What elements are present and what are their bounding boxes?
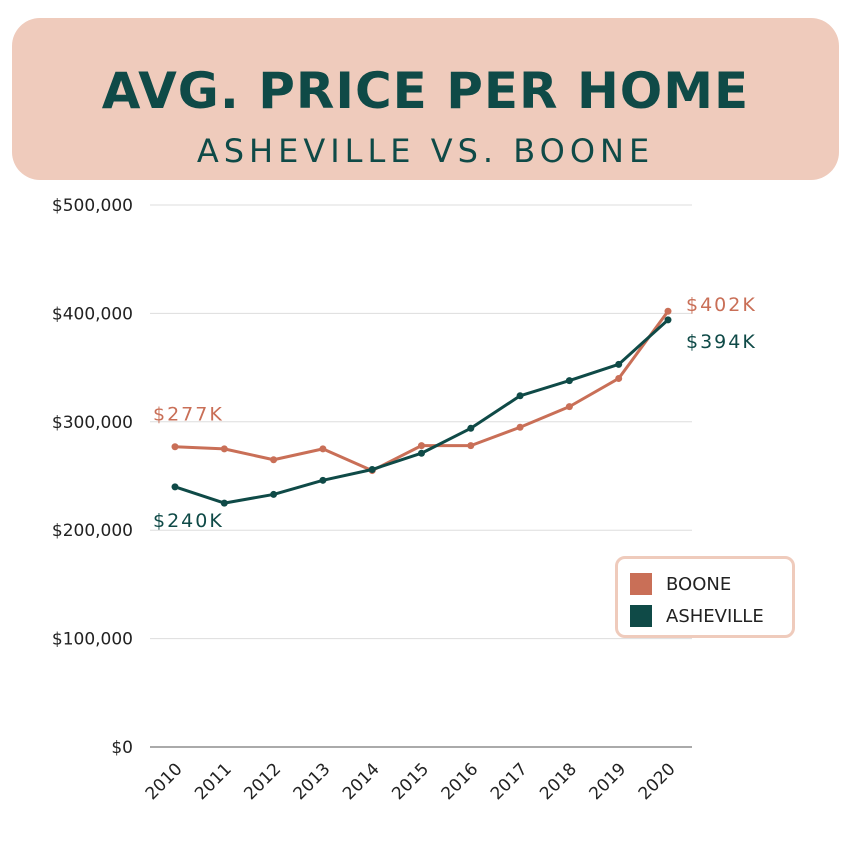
legend-label-asheville: ASHEVILLE xyxy=(666,605,764,627)
data-point-asheville xyxy=(615,360,623,368)
header-banner: AVG. PRICE PER HOME ASHEVILLE VS. BOONE xyxy=(12,18,839,180)
data-point-boone xyxy=(220,445,228,453)
series-line-asheville xyxy=(174,318,670,505)
x-tick-label: 2016 xyxy=(438,759,483,804)
data-point-asheville xyxy=(565,377,573,385)
y-tick-label: $400,000 xyxy=(52,304,133,324)
legend-swatch-asheville xyxy=(630,605,652,627)
data-point-boone xyxy=(319,445,327,453)
legend-label-boone: BOONE xyxy=(666,573,732,595)
y-tick-label: $200,000 xyxy=(52,521,133,541)
data-point-boone xyxy=(565,403,573,411)
y-tick-label: $100,000 xyxy=(52,630,133,650)
data-point-asheville xyxy=(319,476,327,484)
data-point-boone xyxy=(418,442,425,450)
x-tick-label: 2020 xyxy=(635,759,680,804)
data-point-asheville xyxy=(171,483,179,491)
data-point-boone xyxy=(467,442,475,450)
y-tick-label: $300,000 xyxy=(52,413,133,433)
y-tick-label: $500,000 xyxy=(52,196,133,216)
x-tick-label: 2013 xyxy=(290,759,335,804)
data-point-boone xyxy=(516,423,524,431)
legend: BOONE ASHEVILLE xyxy=(615,556,795,638)
data-point-boone xyxy=(664,307,672,315)
x-tick-label: 2015 xyxy=(388,759,433,804)
data-point-asheville xyxy=(270,490,278,498)
x-tick-label: 2019 xyxy=(586,759,631,804)
x-tick-label: 2018 xyxy=(536,759,581,804)
x-tick-label: 2014 xyxy=(339,759,384,804)
data-point-boone xyxy=(171,443,179,451)
data-point-asheville xyxy=(467,424,475,432)
data-label-boone: $402K xyxy=(686,294,757,316)
data-label-asheville: $240K xyxy=(153,510,224,532)
chart-subtitle: ASHEVILLE VS. BOONE xyxy=(196,132,655,170)
chart-title: AVG. PRICE PER HOME xyxy=(101,62,750,120)
data-point-boone xyxy=(270,456,278,464)
data-label-asheville: $394K xyxy=(686,331,757,353)
data-point-asheville xyxy=(368,465,376,473)
data-point-asheville xyxy=(220,499,228,507)
x-tick-label: 2011 xyxy=(191,759,236,804)
data-point-boone xyxy=(615,374,623,382)
legend-item-asheville: ASHEVILLE xyxy=(630,605,764,627)
data-point-asheville xyxy=(418,449,425,457)
x-tick-label: 2010 xyxy=(142,759,187,804)
data-point-asheville xyxy=(664,316,672,324)
data-point-asheville xyxy=(516,392,524,400)
x-tick-label: 2017 xyxy=(487,759,532,804)
legend-item-boone: BOONE xyxy=(630,573,731,595)
data-label-boone: $277K xyxy=(153,404,224,426)
x-tick-label: 2012 xyxy=(240,759,285,804)
y-tick-label: $0 xyxy=(111,738,133,758)
legend-swatch-boone xyxy=(630,573,652,595)
